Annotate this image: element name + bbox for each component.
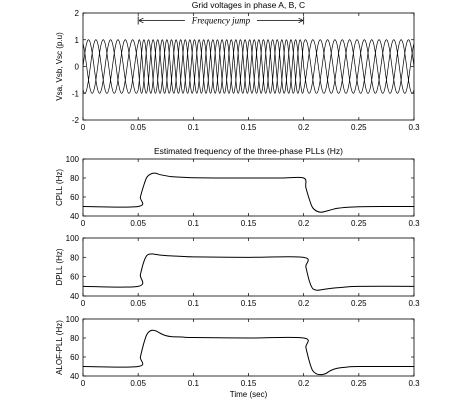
dpll-x-tick-label: 0.2 [298, 299, 310, 308]
voltage-x-tick-label: 0.15 [241, 123, 257, 132]
frequency-jump-label: Frequency jump [191, 15, 251, 25]
voltage-x-tick-label: 0.3 [408, 123, 420, 132]
voltage-phase-c-line [83, 39, 414, 94]
dpll-x-tick-label: 0.15 [241, 299, 257, 308]
dpll-x-tick-label: 0.25 [351, 299, 367, 308]
cpll-title: Estimated frequency of the three-phase P… [154, 146, 343, 156]
voltage-y-axis-label: Vsa, Vsb, Vsc (p.u) [55, 32, 64, 101]
alofpll-x-tick-label: 0.1 [188, 379, 200, 388]
voltage-panel: 0 0.05 0.1 0.15 0.2 0.25 0.3 -2 -1 0 1 2 Grid voltag… [55, 0, 420, 132]
voltage-y-tick-label: -1 [72, 89, 80, 98]
cpll-x-tick-label: 0.25 [351, 219, 367, 228]
dpll-y-tick-label: 60 [70, 273, 79, 282]
cpll-panel: 0 0.05 0.1 0.15 0.2 0.25 0.3 40 60 80 100 Estimated… [55, 146, 420, 228]
voltage-x-tick-label: 0.1 [188, 123, 200, 132]
dpll-frequency-line [83, 253, 414, 291]
alofpll-x-tick-label: 0.2 [298, 379, 310, 388]
dpll-x-tick-label: 0.1 [188, 299, 200, 308]
cpll-y-tick-label: 40 [70, 212, 79, 221]
cpll-x-tick-label: 0.15 [241, 219, 257, 228]
voltage-y-tick-label: 0 [75, 63, 80, 72]
voltage-x-tick-label: 0.2 [298, 123, 310, 132]
cpll-x-tick-label: 0.1 [188, 219, 200, 228]
alofpll-x-tick-label: 0.05 [130, 379, 146, 388]
dpll-y-tick-label: 80 [70, 253, 79, 262]
alofpll-panel: 0 0.05 0.1 0.15 0.2 0.25 0.3 40 60 80 100ALOF-PLL … [55, 315, 420, 399]
dpll-y-axis-label: DPLL (Hz) [55, 248, 64, 285]
cpll-y-tick-label: 80 [70, 174, 79, 183]
alofpll-y-axis-label: ALOF-PLL (Hz) [55, 320, 64, 375]
voltage-title: Grid voltages in phase A, B, C [192, 0, 305, 10]
cpll-x-tick-label: 0.2 [298, 219, 310, 228]
dpll-y-tick-label: 40 [70, 292, 79, 301]
voltage-x-tick-label: 0.05 [130, 123, 146, 132]
alofpll-x-tick-label: 0.25 [351, 379, 367, 388]
dpll-x-tick-label: 0.05 [130, 299, 146, 308]
cpll-x-tick-label: 0 [81, 219, 86, 228]
alofpll-x-axis-label: Time (sec) [230, 390, 268, 399]
dpll-x-tick-label: 0 [81, 299, 86, 308]
cpll-y-axis-label: CPLL (Hz) [55, 169, 64, 206]
voltage-phase-b-line [83, 39, 414, 94]
alofpll-x-tick-label: 0.15 [241, 379, 257, 388]
cpll-frequency-line [83, 172, 414, 213]
cpll-y-tick-label: 100 [66, 155, 80, 164]
cpll-y-tick-label: 60 [70, 193, 79, 202]
alofpll-y-tick-label: 80 [70, 334, 79, 343]
voltage-y-tick-label: 1 [75, 36, 80, 45]
alofpll-x-tick-label: 0 [81, 379, 86, 388]
alofpll-y-tick-label: 100 [66, 315, 80, 324]
alofpll-y-tick-label: 40 [70, 372, 79, 381]
dpll-y-tick-label: 100 [66, 234, 80, 243]
alofpll-x-tick-label: 0.3 [408, 379, 420, 388]
voltage-phase-a-line [83, 39, 414, 94]
voltage-y-tick-label: 2 [75, 9, 80, 18]
alofpll-frequency-line [83, 329, 414, 376]
alofpll-y-tick-label: 60 [70, 353, 79, 362]
voltage-x-tick-label: 0 [81, 123, 86, 132]
voltage-y-tick-label: -2 [72, 116, 80, 125]
dpll-x-tick-label: 0.3 [408, 299, 420, 308]
voltage-x-tick-label: 0.25 [351, 123, 367, 132]
cpll-x-tick-label: 0.3 [408, 219, 420, 228]
cpll-x-tick-label: 0.05 [130, 219, 146, 228]
